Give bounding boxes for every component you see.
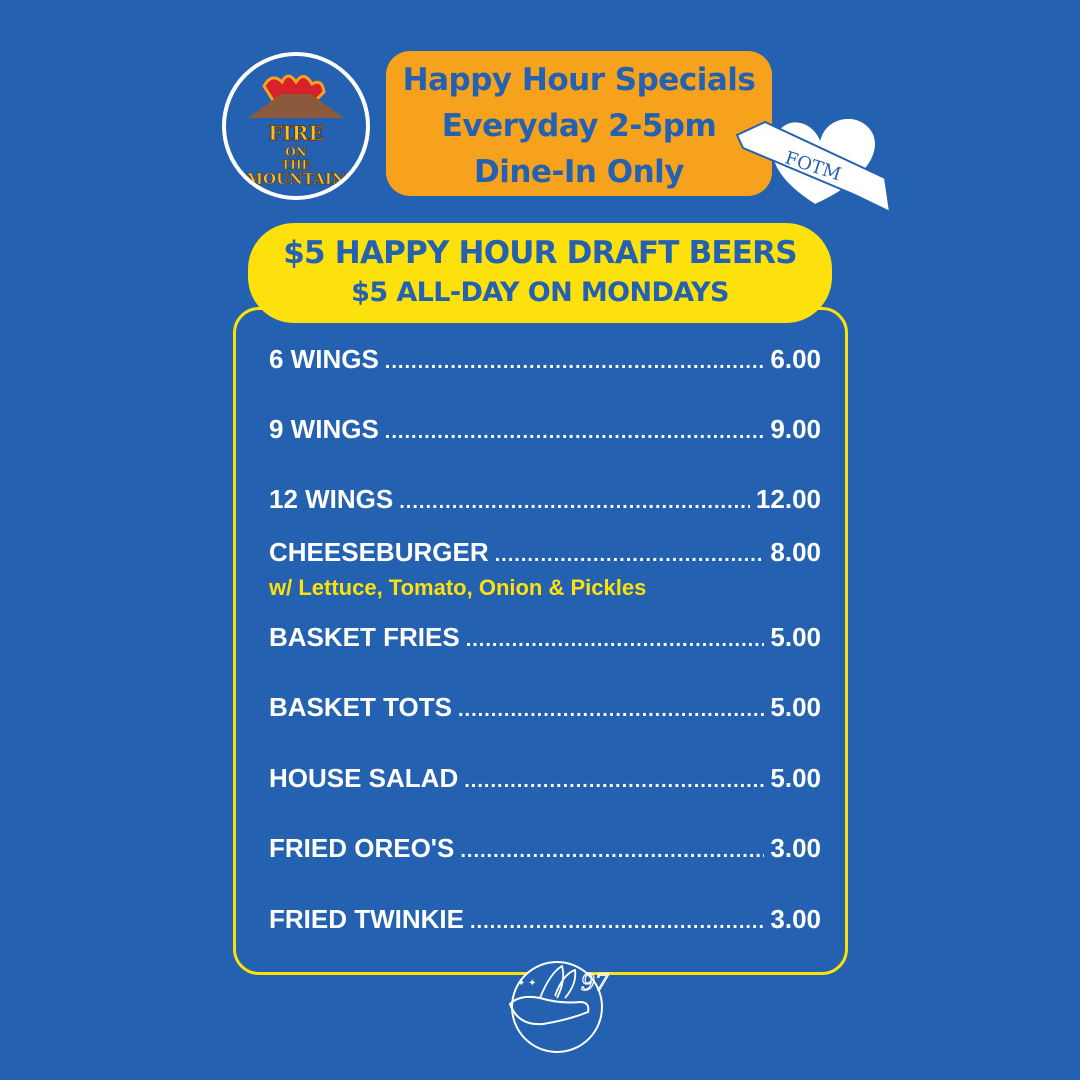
dot-leader: [470, 911, 764, 934]
item-price: 12.00: [755, 484, 821, 514]
menu-item: 9 WINGS 9.00: [269, 414, 821, 445]
dot-leader: [399, 491, 750, 514]
svg-text:✦ ✦: ✦ ✦: [517, 978, 537, 989]
dot-leader: [385, 351, 765, 374]
svg-text:MOUNTAIN: MOUNTAIN: [246, 170, 345, 188]
menu-item: BASKET FRIES 5.00: [269, 622, 821, 653]
menu-item: BASKET TOTS 5.00: [269, 692, 821, 723]
heart-badge-icon: FOTM: [735, 100, 895, 218]
item-price: 3.00: [770, 904, 821, 934]
item-name: FRIED OREO'S: [269, 833, 455, 863]
dot-leader: [495, 544, 765, 567]
item-name: 12 WINGS: [269, 484, 394, 514]
dot-leader: [460, 840, 764, 863]
item-name: CHEESEBURGER: [269, 537, 489, 567]
item-name: FRIED TWINKIE: [269, 904, 464, 934]
beer-banner-line2: $5 ALL-DAY ON MONDAYS: [351, 277, 729, 308]
fire-on-the-mountain-logo: FIRE ON THE MOUNTAIN: [222, 52, 370, 200]
item-note: w/ Lettuce, Tomato, Onion & Pickles: [269, 575, 647, 600]
svg-text:FIRE: FIRE: [268, 121, 323, 145]
menu-item: CHEESEBURGER 8.00: [269, 537, 821, 568]
item-name: 6 WINGS: [269, 344, 379, 374]
menu-item: 6 WINGS 6.00: [269, 344, 821, 375]
dot-leader: [466, 629, 765, 652]
dot-leader: [458, 699, 764, 722]
header-title: Happy Hour Specials: [402, 62, 756, 98]
beer-banner: $5 HAPPY HOUR DRAFT BEERS $5 ALL-DAY ON …: [248, 223, 832, 323]
dot-leader: [464, 770, 764, 793]
item-name: HOUSE SALAD: [269, 763, 459, 793]
item-price: 5.00: [770, 622, 821, 652]
item-price: 3.00: [770, 833, 821, 863]
svg-text:THE: THE: [281, 158, 310, 172]
item-price: 6.00: [770, 344, 821, 374]
menu-item: FRIED TWINKIE 3.00: [269, 904, 821, 935]
happy-hour-header: Happy Hour Specials Everyday 2-5pm Dine-…: [386, 51, 772, 196]
header-hours: Everyday 2-5pm: [441, 108, 717, 144]
header-note: Dine-In Only: [474, 154, 684, 190]
item-name: BASKET FRIES: [269, 622, 460, 652]
item-price: 8.00: [770, 537, 821, 567]
item-price: 9.00: [770, 414, 821, 444]
svg-text:ON: ON: [285, 145, 306, 159]
svg-text:97: 97: [581, 971, 609, 996]
menu-item: FRIED OREO'S 3.00: [269, 833, 821, 864]
item-price: 5.00: [770, 763, 821, 793]
item-name: 9 WINGS: [269, 414, 379, 444]
menu-item: HOUSE SALAD 5.00: [269, 763, 821, 794]
bird-emblem-icon: 97 ✦ ✦: [495, 952, 625, 1057]
item-name: BASKET TOTS: [269, 692, 452, 722]
beer-banner-line1: $5 HAPPY HOUR DRAFT BEERS: [283, 235, 797, 271]
menu-item: 12 WINGS 12.00: [269, 484, 821, 515]
dot-leader: [385, 421, 765, 444]
item-price: 5.00: [770, 692, 821, 722]
